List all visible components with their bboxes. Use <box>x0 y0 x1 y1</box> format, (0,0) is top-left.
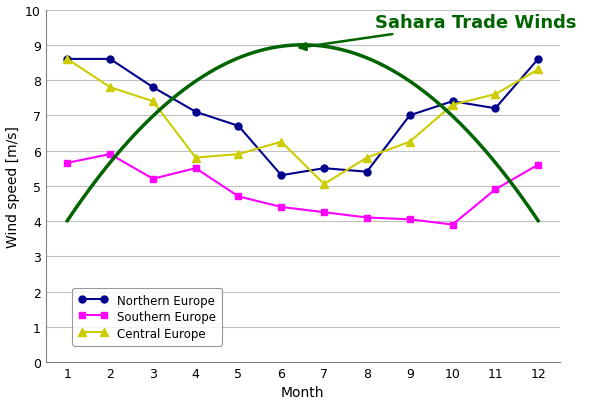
Line: Northern Europe: Northern Europe <box>64 56 542 179</box>
Northern Europe <box>320 166 328 171</box>
Southern Europe <box>106 152 113 157</box>
Southern Europe <box>64 161 71 166</box>
Southern Europe <box>192 166 199 171</box>
Northern Europe <box>364 170 371 175</box>
Central Europe <box>149 100 157 104</box>
Central Europe <box>192 156 199 161</box>
Line: Southern Europe: Southern Europe <box>64 151 542 228</box>
Central Europe <box>364 156 371 161</box>
Central Europe <box>278 140 285 145</box>
Southern Europe <box>449 223 456 228</box>
Line: Central Europe: Central Europe <box>63 55 542 189</box>
Legend: Northern Europe, Southern Europe, Central Europe: Northern Europe, Southern Europe, Centra… <box>72 288 222 346</box>
Southern Europe <box>535 163 542 168</box>
Text: Sahara Trade Winds: Sahara Trade Winds <box>299 14 577 51</box>
Southern Europe <box>364 215 371 220</box>
Central Europe <box>235 152 242 157</box>
Northern Europe <box>192 110 199 115</box>
Northern Europe <box>449 100 456 104</box>
Central Europe <box>406 140 413 145</box>
Northern Europe <box>406 113 413 118</box>
Central Europe <box>449 103 456 108</box>
Southern Europe <box>235 194 242 199</box>
Northern Europe <box>149 85 157 90</box>
Central Europe <box>106 85 113 90</box>
Y-axis label: Wind speed [m/s]: Wind speed [m/s] <box>5 126 20 247</box>
Northern Europe <box>106 58 113 62</box>
Central Europe <box>64 58 71 62</box>
Central Europe <box>535 68 542 73</box>
Northern Europe <box>492 107 499 111</box>
Southern Europe <box>492 188 499 192</box>
Central Europe <box>492 92 499 97</box>
Southern Europe <box>320 210 328 215</box>
Northern Europe <box>235 124 242 129</box>
Southern Europe <box>149 177 157 182</box>
X-axis label: Month: Month <box>281 386 325 399</box>
Northern Europe <box>278 173 285 178</box>
Northern Europe <box>535 58 542 62</box>
Central Europe <box>320 182 328 187</box>
Northern Europe <box>64 58 71 62</box>
Southern Europe <box>406 217 413 222</box>
Southern Europe <box>278 205 285 210</box>
